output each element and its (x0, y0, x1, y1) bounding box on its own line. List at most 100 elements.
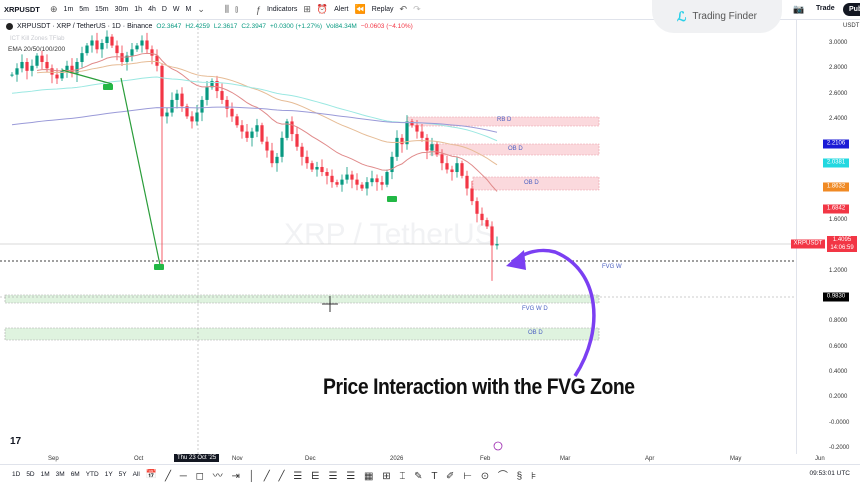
swing-marker (387, 196, 397, 202)
price-tick: 3.0000 (829, 40, 848, 46)
time-tick: Sep (48, 456, 59, 462)
range-1y[interactable]: 1Y (104, 471, 113, 478)
candle-body (390, 156, 394, 173)
candle-body (460, 163, 464, 176)
zone-ob-d-green (4, 327, 600, 341)
candle-body (325, 172, 329, 176)
interval-1h[interactable]: 1h (134, 6, 143, 13)
candle-body (160, 65, 164, 117)
candle-body (320, 166, 324, 173)
price-label: 2.2106 (823, 139, 849, 149)
candle-body (35, 55, 39, 66)
chart-legend: XRPUSDT · XRP / TetherUS · 1D · Binance … (6, 23, 413, 30)
interval-30m[interactable]: 30m (114, 6, 129, 13)
interval-m[interactable]: M (185, 6, 192, 13)
candle-body (375, 178, 379, 183)
price-label: 0.9830 (823, 292, 849, 302)
legend-low: L2.3617 (213, 23, 238, 30)
price-label: 2.0381 (823, 158, 849, 168)
chevron-down-icon[interactable]: ⌄ (197, 4, 205, 14)
candle-body (340, 179, 344, 185)
range-5d[interactable]: 5D (26, 471, 35, 478)
zone-label-ob1: OB D (508, 146, 523, 152)
candle-body (205, 87, 209, 100)
candle-body (395, 137, 399, 157)
compare-icon[interactable]: ⊕ (50, 4, 58, 14)
candle-body (140, 40, 144, 46)
candle-body (495, 244, 499, 246)
layouts-icon[interactable]: ⊞ (303, 4, 311, 14)
range-ytd[interactable]: YTD (85, 471, 99, 478)
candle-style-icon[interactable]: ⫾ (235, 4, 238, 14)
candle-body (200, 99, 204, 113)
replay-button[interactable]: Replay (371, 6, 394, 13)
currency-select[interactable]: USDT (843, 23, 860, 29)
annotation-arrow (510, 248, 596, 377)
candle-body (445, 163, 449, 170)
indicator-ema[interactable]: EMA 20/50/100/200 (8, 46, 66, 53)
interval-1m[interactable]: 1m (63, 6, 74, 13)
interval-w[interactable]: W (172, 6, 180, 13)
interval-5m[interactable]: 5m (79, 6, 90, 13)
candle-body (30, 65, 34, 71)
trade-button[interactable]: Trade (816, 5, 835, 12)
indicators-button[interactable]: Indicators (266, 6, 298, 13)
ema20-line (36, 52, 498, 192)
publish-button[interactable]: Pub (843, 3, 860, 16)
ema200-line (11, 106, 498, 133)
interval-4h[interactable]: 4h (148, 6, 156, 13)
candle-body (85, 45, 89, 54)
price-chart[interactable] (0, 20, 796, 454)
interval-d[interactable]: D (161, 6, 167, 13)
zone-label-fvg-w: FVG W (602, 264, 622, 270)
annotation-caption: Price Interaction with the FVG Zone (323, 374, 635, 399)
current-price-label: 1.4095 14:06:59 (827, 236, 857, 252)
calendar-icon[interactable]: 📅 (145, 469, 158, 479)
tradingview-logo-icon[interactable]: 17 (10, 436, 22, 447)
alert-icon[interactable]: ⏰ (316, 4, 329, 14)
clock[interactable]: 09:53:01 UTC (809, 470, 850, 477)
legend-high: H2.4259 (185, 23, 210, 30)
candle-body (330, 175, 334, 183)
time-axis[interactable]: Sep Oct Nov Dec 2026 Feb Mar Apr May Jun (0, 454, 860, 464)
bar-style-icon[interactable]: ⫼ (224, 4, 230, 14)
candle-body (130, 49, 134, 56)
price-axis[interactable]: USDT 3.0000 2.8000 2.6000 2.4000 1.6000 1.200… (791, 20, 860, 454)
range-all[interactable]: All (132, 471, 140, 478)
interval-15m[interactable]: 15m (95, 6, 109, 13)
range-3m[interactable]: 3M (55, 471, 65, 478)
alert-button[interactable]: Alert (334, 6, 349, 13)
candle-body (240, 125, 244, 132)
logo-text: Trading Finder (692, 11, 758, 22)
indicator-ict-killzones[interactable]: ICT Kill Zones TFlab (10, 36, 65, 42)
candle-body (420, 131, 424, 138)
range-5y[interactable]: 5Y (118, 471, 127, 478)
zone-label-rb: RB D (497, 117, 512, 123)
candle-body (485, 220, 489, 227)
range-1d[interactable]: 1D (12, 471, 21, 478)
swing-marker (103, 84, 113, 90)
time-tick: May (730, 456, 742, 462)
candle-body (335, 182, 339, 185)
event-marker-icon (493, 441, 503, 451)
time-tick: Feb (480, 456, 491, 462)
range-6m[interactable]: 6M (70, 471, 80, 478)
zone-label-ob-green: OB D (528, 330, 543, 336)
redo-icon[interactable]: ↷ (413, 4, 421, 14)
symbol-search[interactable]: XRPUSDT (4, 5, 40, 14)
time-tick: Nov (232, 456, 243, 462)
candle-body (100, 43, 104, 50)
legend-open: O2.3647 (156, 23, 182, 30)
candle-body (190, 116, 194, 122)
replay-icon[interactable]: ⏪ (354, 4, 366, 14)
zone-label-ob2: OB D (524, 180, 539, 186)
indicators-icon[interactable]: ƒ (255, 4, 261, 15)
candle-body (440, 154, 444, 164)
drawing-tools[interactable]: ╱ ─ ◻ 〰 ⇥ │ ╱ ╱ ☰ ⋿ ☰ ☰ ▦ ⊞ ⌶ ✎ T ✐ ⊢ ⊙ … (165, 471, 540, 482)
camera-icon[interactable]: 📷 (793, 4, 805, 14)
range-1m[interactable]: 1M (40, 471, 50, 478)
candle-body (170, 99, 174, 113)
time-tick: Oct (134, 456, 144, 462)
undo-icon[interactable]: ↶ (399, 4, 408, 14)
candle-body (305, 156, 309, 164)
